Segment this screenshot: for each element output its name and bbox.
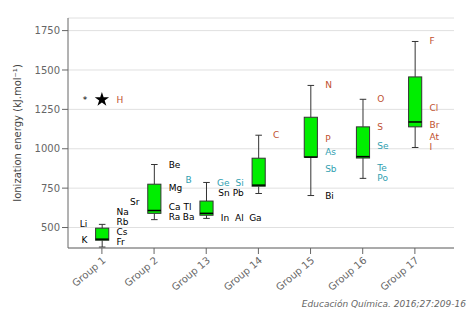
svg-text:Group 14: Group 14 bbox=[222, 255, 265, 293]
svg-text:Ba: Ba bbox=[183, 212, 195, 222]
svg-text:H: H bbox=[117, 95, 124, 105]
svg-text:F: F bbox=[429, 36, 434, 46]
svg-text:I: I bbox=[429, 142, 432, 152]
svg-text:750: 750 bbox=[41, 183, 60, 194]
svg-text:Fr: Fr bbox=[117, 237, 126, 247]
svg-text:Group 16: Group 16 bbox=[326, 255, 369, 293]
svg-text:Sn: Sn bbox=[218, 188, 229, 198]
svg-text:Group 15: Group 15 bbox=[274, 255, 317, 293]
svg-text:At: At bbox=[429, 132, 439, 142]
svg-text:Ca: Ca bbox=[169, 202, 181, 212]
svg-text:N: N bbox=[325, 80, 332, 90]
svg-text:Ge: Ge bbox=[217, 178, 230, 188]
svg-text:Sr: Sr bbox=[130, 197, 140, 207]
svg-text:Rb: Rb bbox=[117, 217, 129, 227]
svg-text:Cl: Cl bbox=[429, 103, 438, 113]
svg-text:Pb: Pb bbox=[233, 188, 244, 198]
svg-text:1000: 1000 bbox=[35, 143, 60, 154]
svg-text:Cs: Cs bbox=[117, 227, 128, 237]
svg-text:Se: Se bbox=[377, 141, 389, 151]
svg-text:Te: Te bbox=[376, 163, 387, 173]
svg-text:Mg: Mg bbox=[169, 183, 182, 193]
svg-text:Group 2: Group 2 bbox=[122, 255, 160, 289]
svg-text:S: S bbox=[377, 122, 383, 132]
svg-text:B: B bbox=[185, 175, 191, 185]
svg-text:Group 17: Group 17 bbox=[378, 255, 421, 293]
svg-text:500: 500 bbox=[41, 222, 60, 233]
svg-text:K: K bbox=[81, 235, 88, 245]
svg-text:Bi: Bi bbox=[325, 191, 334, 201]
svg-text:Br: Br bbox=[429, 120, 439, 130]
svg-text:1500: 1500 bbox=[35, 65, 60, 76]
svg-text:Tl: Tl bbox=[183, 202, 192, 212]
svg-text:1750: 1750 bbox=[35, 25, 60, 36]
svg-text:Li: Li bbox=[80, 219, 88, 229]
svg-text:Ionization energy (kJ.mol⁻¹): Ionization energy (kJ.mol⁻¹) bbox=[12, 64, 23, 202]
svg-text:Na: Na bbox=[117, 207, 129, 217]
svg-text:1250: 1250 bbox=[35, 104, 60, 115]
svg-text:Ra: Ra bbox=[169, 212, 181, 222]
svg-text:As: As bbox=[325, 147, 336, 157]
svg-text:Sb: Sb bbox=[325, 164, 337, 174]
svg-text:C: C bbox=[273, 130, 279, 140]
svg-text:Po: Po bbox=[377, 173, 388, 183]
svg-text:Ga: Ga bbox=[249, 213, 262, 223]
svg-text:O: O bbox=[377, 94, 384, 104]
svg-text:Group 13: Group 13 bbox=[169, 255, 212, 293]
svg-text:Si: Si bbox=[236, 178, 244, 188]
svg-text:Al: Al bbox=[235, 213, 244, 223]
svg-text:Group 1: Group 1 bbox=[70, 255, 108, 289]
svg-text:P: P bbox=[325, 134, 331, 144]
svg-text:Be: Be bbox=[169, 160, 181, 170]
html-text:Educación Química. 2016;27:209: Educación Química. 2016;27:209-16 bbox=[301, 299, 466, 309]
svg-text:*: * bbox=[83, 95, 88, 105]
svg-text:In: In bbox=[221, 213, 229, 223]
